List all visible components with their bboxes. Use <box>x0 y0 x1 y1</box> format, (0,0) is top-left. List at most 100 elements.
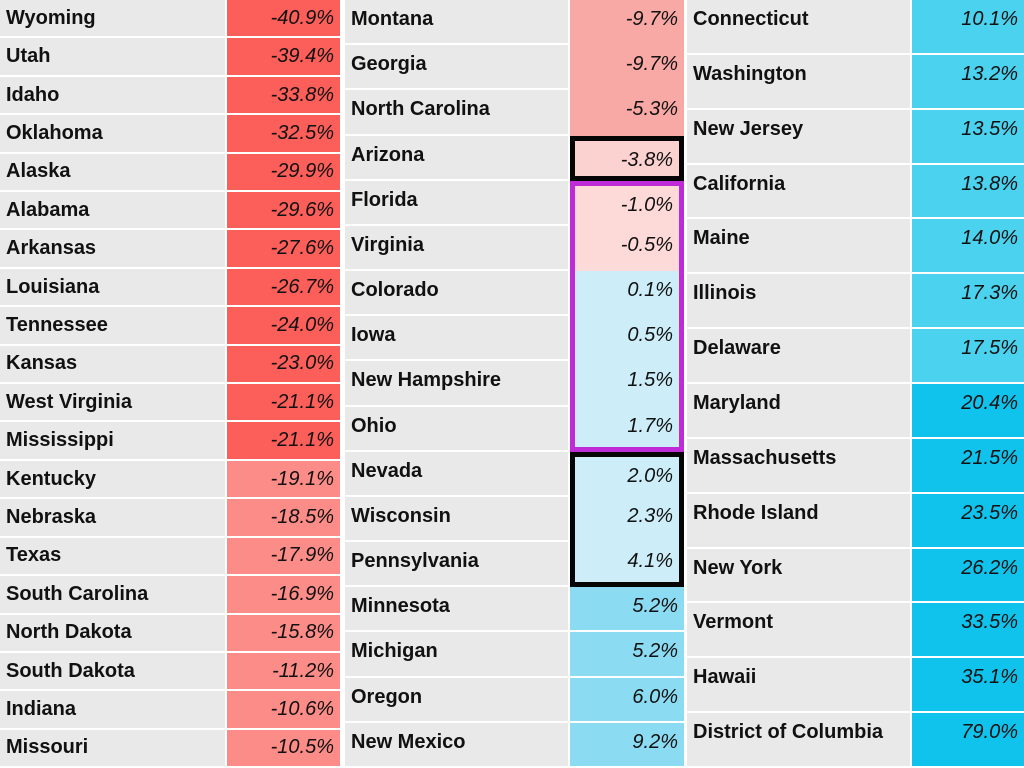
state-name-cell[interactable]: Michigan <box>345 632 570 678</box>
state-name-cell[interactable]: Utah <box>0 38 227 77</box>
state-name-cell[interactable]: Louisiana <box>0 268 227 308</box>
state-value-cell[interactable]: -24.0% <box>227 307 340 346</box>
state-value-cell[interactable]: -15.8% <box>227 614 340 653</box>
state-value-cell[interactable]: 13.2% <box>912 54 1024 110</box>
state-value-cell[interactable]: 0.1% <box>570 271 684 317</box>
state-name-cell[interactable]: South Dakota <box>0 652 227 692</box>
state-name-cell[interactable]: Arkansas <box>0 230 227 269</box>
state-value-cell[interactable]: 6.0% <box>570 677 684 723</box>
state-name-cell[interactable]: California <box>687 164 912 220</box>
state-value-cell[interactable]: -9.7% <box>570 45 684 91</box>
state-value-cell[interactable]: -3.8% <box>570 135 684 181</box>
state-value-cell[interactable]: -0.5% <box>570 225 684 272</box>
state-value-cell[interactable]: -17.9% <box>227 537 340 577</box>
state-value-cell[interactable]: 5.2% <box>570 632 684 678</box>
state-name-cell[interactable]: Delaware <box>687 329 912 385</box>
state-name-cell[interactable]: New Jersey <box>687 109 912 165</box>
state-name-cell[interactable]: Missouri <box>0 729 227 768</box>
state-value-cell[interactable]: 20.4% <box>912 384 1024 439</box>
state-value-cell[interactable]: -16.9% <box>227 576 340 615</box>
state-name-cell[interactable]: Colorado <box>345 271 570 317</box>
state-name-cell[interactable]: Illinois <box>687 274 912 330</box>
state-value-cell[interactable]: 2.3% <box>570 496 684 543</box>
state-name-cell[interactable]: Alabama <box>0 192 227 231</box>
state-name-cell[interactable]: Vermont <box>687 603 912 659</box>
state-value-cell[interactable]: -18.5% <box>227 499 340 538</box>
state-name-cell[interactable]: Tennessee <box>0 307 227 346</box>
state-name-cell[interactable]: Massachusetts <box>687 438 912 494</box>
state-value-cell[interactable]: 0.5% <box>570 316 684 362</box>
state-name-cell[interactable]: Florida <box>345 180 570 226</box>
state-value-cell[interactable]: 9.2% <box>570 722 684 768</box>
state-value-cell[interactable]: -33.8% <box>227 76 340 116</box>
state-name-cell[interactable]: Hawaii <box>687 658 912 714</box>
state-value-cell[interactable]: -9.7% <box>570 0 684 46</box>
state-value-cell[interactable]: 17.3% <box>912 274 1024 330</box>
state-value-cell[interactable]: -29.9% <box>227 153 340 193</box>
state-name-cell[interactable]: Washington <box>687 54 912 110</box>
state-value-cell[interactable]: -26.7% <box>227 268 340 308</box>
state-name-cell[interactable]: Indiana <box>0 691 227 730</box>
state-name-cell[interactable]: Texas <box>0 537 227 577</box>
state-value-cell[interactable]: 5.2% <box>570 587 684 633</box>
state-value-cell[interactable]: 1.7% <box>570 406 684 452</box>
state-name-cell[interactable]: Kentucky <box>0 460 227 500</box>
state-name-cell[interactable]: Wisconsin <box>345 496 570 543</box>
state-name-cell[interactable]: Oklahoma <box>0 115 227 154</box>
state-name-cell[interactable]: Virginia <box>345 225 570 272</box>
state-value-cell[interactable]: -32.5% <box>227 115 340 154</box>
state-name-cell[interactable]: South Carolina <box>0 576 227 615</box>
state-name-cell[interactable]: Arizona <box>345 135 570 181</box>
state-value-cell[interactable]: -11.2% <box>227 652 340 692</box>
state-name-cell[interactable]: New York <box>687 548 912 604</box>
state-name-cell[interactable]: Georgia <box>345 45 570 91</box>
state-name-cell[interactable]: Nevada <box>345 451 570 497</box>
state-value-cell[interactable]: 4.1% <box>570 542 684 588</box>
state-name-cell[interactable]: Rhode Island <box>687 493 912 549</box>
state-value-cell[interactable]: 23.5% <box>912 493 1024 549</box>
state-value-cell[interactable]: -39.4% <box>227 38 340 77</box>
state-value-cell[interactable]: -10.5% <box>227 729 340 768</box>
state-name-cell[interactable]: Nebraska <box>0 499 227 538</box>
state-name-cell[interactable]: Iowa <box>345 316 570 362</box>
state-value-cell[interactable]: -21.1% <box>227 384 340 423</box>
state-value-cell[interactable]: -27.6% <box>227 230 340 269</box>
state-value-cell[interactable]: 17.5% <box>912 329 1024 385</box>
state-name-cell[interactable]: Maryland <box>687 384 912 439</box>
state-name-cell[interactable]: Alaska <box>0 153 227 193</box>
state-value-cell[interactable]: 26.2% <box>912 548 1024 604</box>
state-name-cell[interactable]: Mississippi <box>0 422 227 461</box>
state-value-cell[interactable]: 13.5% <box>912 109 1024 165</box>
state-name-cell[interactable]: Ohio <box>345 406 570 452</box>
state-value-cell[interactable]: 35.1% <box>912 658 1024 714</box>
state-value-cell[interactable]: -21.1% <box>227 422 340 461</box>
state-name-cell[interactable]: Montana <box>345 0 570 46</box>
state-value-cell[interactable]: 33.5% <box>912 603 1024 659</box>
state-value-cell[interactable]: -19.1% <box>227 460 340 500</box>
state-value-cell[interactable]: 1.5% <box>570 361 684 407</box>
state-name-cell[interactable]: Maine <box>687 219 912 275</box>
state-value-cell[interactable]: 10.1% <box>912 0 1024 55</box>
state-name-cell[interactable]: Wyoming <box>0 0 227 39</box>
state-value-cell[interactable]: 2.0% <box>570 451 684 497</box>
state-name-cell[interactable]: District of Columbia <box>687 713 912 768</box>
state-value-cell[interactable]: -10.6% <box>227 691 340 730</box>
state-value-cell[interactable]: 79.0% <box>912 713 1024 768</box>
state-name-cell[interactable]: North Dakota <box>0 614 227 653</box>
state-name-cell[interactable]: Pennsylvania <box>345 542 570 588</box>
state-name-cell[interactable]: Oregon <box>345 677 570 723</box>
state-name-cell[interactable]: New Mexico <box>345 722 570 768</box>
state-value-cell[interactable]: -29.6% <box>227 192 340 231</box>
state-name-cell[interactable]: New Hampshire <box>345 361 570 407</box>
state-value-cell[interactable]: -23.0% <box>227 345 340 385</box>
state-name-cell[interactable]: Kansas <box>0 345 227 385</box>
state-value-cell[interactable]: 14.0% <box>912 219 1024 275</box>
state-value-cell[interactable]: -40.9% <box>227 0 340 39</box>
state-name-cell[interactable]: Connecticut <box>687 0 912 55</box>
state-name-cell[interactable]: West Virginia <box>0 384 227 423</box>
state-name-cell[interactable]: Idaho <box>0 76 227 116</box>
state-value-cell[interactable]: -5.3% <box>570 90 684 136</box>
state-value-cell[interactable]: -1.0% <box>570 180 684 226</box>
state-value-cell[interactable]: 21.5% <box>912 438 1024 494</box>
state-value-cell[interactable]: 13.8% <box>912 164 1024 220</box>
